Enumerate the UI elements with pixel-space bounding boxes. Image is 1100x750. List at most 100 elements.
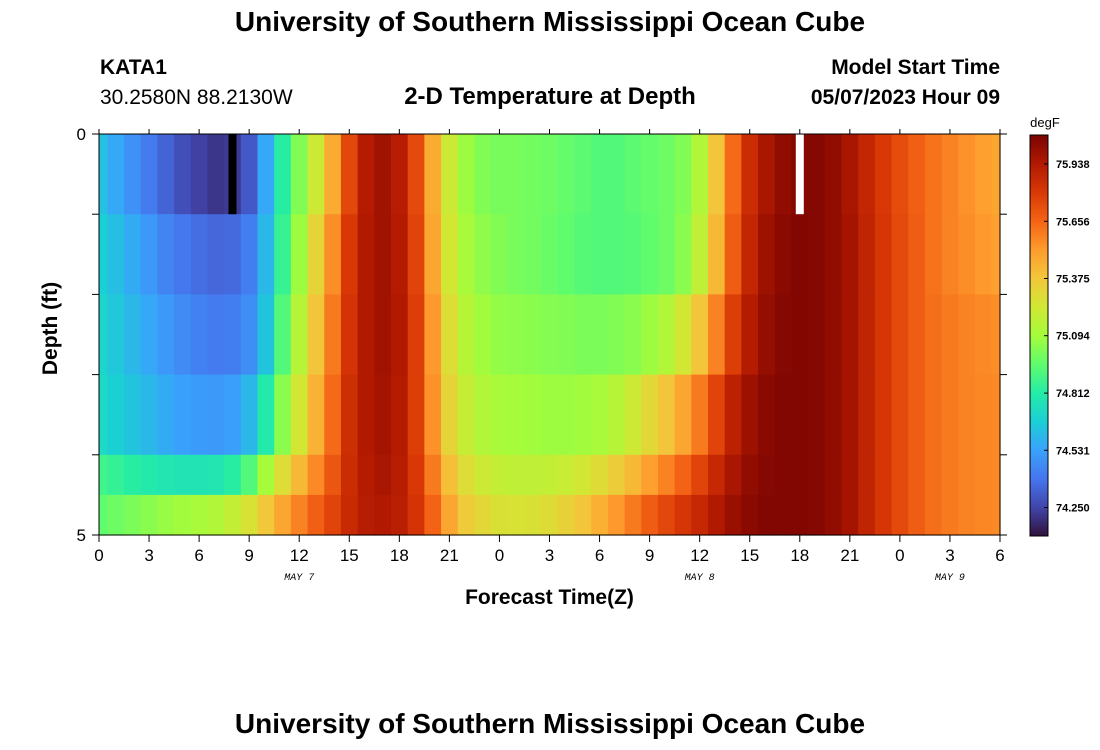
- heatmap-cell: [974, 134, 993, 215]
- heatmap-cell: [808, 214, 826, 295]
- heatmap-cell: [240, 214, 259, 295]
- heatmap-cell: [357, 214, 375, 295]
- heatmap-cell: [207, 374, 225, 456]
- heatmap-cell: [891, 494, 909, 536]
- heatmap-cell: [824, 494, 843, 536]
- heatmap-cell: [224, 294, 242, 376]
- heatmap-cell: [491, 374, 509, 456]
- colorbar-tick-label: 75.375: [1056, 274, 1090, 286]
- heatmap-cell: [941, 214, 959, 295]
- chart-subtitle: 2-D Temperature at Depth: [404, 83, 696, 110]
- heatmap-cell: [274, 214, 292, 295]
- heatmap-cell: [808, 294, 826, 376]
- colorbar-unit: degF: [1030, 115, 1060, 130]
- heatmap-cell: [724, 214, 742, 295]
- heatmap-cell: [958, 374, 976, 456]
- heatmap-cell: [874, 294, 893, 376]
- heatmap-cell: [657, 214, 676, 295]
- heatmap-cell: [657, 454, 676, 496]
- heatmap-cell: [858, 374, 876, 456]
- heatmap-cell: [107, 214, 125, 295]
- heatmap-cell: [507, 214, 526, 295]
- temperature-depth-chart: 0 3 6 9 12 15 18 21 0 3 6 9 12 15 18 21 0 3 6 MAY 7 MAY 8 MAY…: [39, 115, 1091, 609]
- x-tick-label: 3: [945, 546, 954, 565]
- heatmap-cell: [758, 374, 776, 456]
- heatmap-cell: [858, 494, 876, 536]
- heatmap-cell: [190, 134, 209, 215]
- heatmap-cell: [591, 374, 609, 456]
- heatmap-cell: [791, 494, 809, 536]
- heatmap-cell: [657, 294, 676, 376]
- heatmap-cell: [207, 294, 225, 376]
- heatmap-cell: [491, 134, 509, 215]
- heatmap-cell: [441, 214, 459, 295]
- heatmap-cell: [224, 214, 242, 295]
- heatmap-cell: [691, 294, 709, 376]
- heatmap-cell: [357, 134, 375, 215]
- heatmap-cell: [741, 374, 759, 456]
- heatmap-cell: [457, 454, 476, 496]
- heatmap-cell: [874, 494, 893, 536]
- heatmap-cell: [324, 494, 342, 536]
- heatmap-cell: [474, 494, 492, 536]
- heatmap-cell: [657, 374, 676, 456]
- heatmap-cell: [374, 494, 392, 536]
- heatmap-cell: [424, 374, 442, 456]
- heatmap-cell: [708, 134, 726, 215]
- heatmap-cell: [991, 374, 1001, 456]
- heatmap-cell: [691, 134, 709, 215]
- heatmap-cell: [741, 134, 759, 215]
- colorbar-tick-label: 75.656: [1056, 216, 1090, 228]
- heatmap-cell: [307, 454, 325, 496]
- heatmap-cell: [124, 374, 142, 456]
- heatmap-cell: [607, 214, 626, 295]
- y-tick-label: 0: [77, 125, 86, 144]
- heatmap-cell: [908, 374, 926, 456]
- heatmap-cell: [591, 494, 609, 536]
- heatmap-cell: [124, 454, 142, 496]
- heatmap-cell: [407, 294, 425, 376]
- heatmap-cell: [507, 454, 526, 496]
- heatmap-cell: [290, 294, 309, 376]
- heatmap-cell: [340, 134, 359, 215]
- heatmap-cell: [524, 374, 542, 456]
- heatmap-cell: [908, 294, 926, 376]
- heatmap-cell: [974, 374, 993, 456]
- heatmap-cell: [724, 454, 742, 496]
- heatmap-cell: [541, 214, 559, 295]
- heatmap-cell: [240, 494, 259, 536]
- heatmap-cell: [324, 134, 342, 215]
- heatmap-cell: [824, 454, 843, 496]
- heatmap-cell: [691, 374, 709, 456]
- heatmap-cell: [991, 294, 1001, 376]
- heatmap-cell: [524, 214, 542, 295]
- heatmap-cell: [124, 294, 142, 376]
- x-tick-label: 18: [790, 546, 809, 565]
- heatmap-cell: [574, 494, 592, 536]
- heatmap-cell: [774, 454, 793, 496]
- heatmap-cell: [591, 134, 609, 215]
- heatmap-cell: [124, 214, 142, 295]
- heatmap-cell: [941, 494, 959, 536]
- heatmap-cell: [407, 214, 425, 295]
- x-tick-label: 12: [690, 546, 709, 565]
- heatmap-cell: [841, 454, 859, 496]
- heatmap-cell: [941, 134, 959, 215]
- heatmap-cell: [407, 134, 425, 215]
- heatmap-cell: [908, 214, 926, 295]
- heatmap-cell: [791, 214, 809, 295]
- heatmap-cell: [941, 294, 959, 376]
- heatmap-cell: [174, 374, 192, 456]
- heatmap-cell: [441, 494, 459, 536]
- heatmap-cell: [99, 494, 108, 536]
- heatmap-cell: [574, 454, 592, 496]
- heatmap-cell: [974, 454, 993, 496]
- heatmap-cell: [407, 454, 425, 496]
- heatmap-cell: [674, 494, 692, 536]
- heatmap-cell: [474, 214, 492, 295]
- heatmap-cell: [424, 294, 442, 376]
- heatmap-cell: [541, 454, 559, 496]
- heatmap-cell: [374, 214, 392, 295]
- x-tick-label: 9: [244, 546, 253, 565]
- station-id: KATA1: [100, 56, 167, 79]
